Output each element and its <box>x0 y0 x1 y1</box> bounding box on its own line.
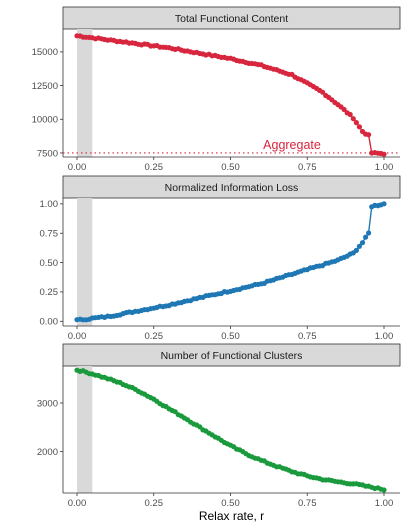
data-point <box>381 151 387 157</box>
x-tick-label: 0.50 <box>221 331 240 342</box>
x-tick-label: 1.00 <box>375 162 394 173</box>
series-line-total-functional-content <box>76 35 385 155</box>
data-point <box>381 487 387 493</box>
x-tick-label: 1.00 <box>375 498 394 509</box>
y-tick-label: 1.00 <box>40 199 59 210</box>
data-point <box>320 89 326 95</box>
x-tick-label: 0.00 <box>68 162 87 173</box>
y-tick-label: 0.25 <box>40 287 59 298</box>
x-tick-label: 0.00 <box>68 331 87 342</box>
data-point <box>350 116 356 122</box>
strip-total-functional-content <box>62 6 401 30</box>
panel-number-of-functional-clusters: Number of Functional Clusters 2000 3000 0.… <box>37 343 401 509</box>
y-tick-label: 12500 <box>32 81 58 92</box>
y-tick-label: 0.75 <box>40 229 59 240</box>
panel-title-total-functional-content: Total Functional Content <box>175 13 288 25</box>
data-point <box>356 243 362 249</box>
data-point <box>353 247 359 253</box>
plot-area-total-functional-content: 7500 10000 12500 15000 0.00 0.25 0.50 0.75 1.00 A… <box>32 29 400 173</box>
x-tick-label: 0.25 <box>145 498 164 509</box>
y-tick-label: 15000 <box>32 47 58 58</box>
x-tick-label: 0.75 <box>298 498 317 509</box>
y-tick-label: 0.00 <box>40 317 59 328</box>
panel-title-normalized-information-loss: Normalized Information Loss <box>165 182 299 194</box>
x-tick-label: 0.75 <box>298 331 317 342</box>
y-tick-label: 0.50 <box>40 258 59 269</box>
y-tick-label: 3000 <box>37 398 58 409</box>
y-tick-label: 7500 <box>37 148 58 159</box>
data-point <box>366 230 372 236</box>
highlight-band <box>77 29 93 157</box>
strip-normalized-information-loss <box>62 175 401 199</box>
strip-number-of-functional-clusters <box>62 343 401 367</box>
plot-area-number-of-functional-clusters: 2000 3000 0.00 0.25 0.50 0.75 1.00 <box>37 366 400 509</box>
data-point <box>356 124 362 130</box>
highlight-band <box>77 198 93 326</box>
highlight-band <box>77 366 93 493</box>
data-point <box>363 234 369 240</box>
data-point <box>353 120 359 126</box>
data-point <box>347 111 353 118</box>
x-tick-label: 0.50 <box>221 162 240 173</box>
x-tick-label: 0.25 <box>145 162 164 173</box>
data-point <box>341 106 347 113</box>
series-line-number-of-functional-clusters <box>76 369 385 491</box>
data-point <box>366 132 372 138</box>
x-tick-label: 0.75 <box>298 162 317 173</box>
plot-area-normalized-information-loss: 0.00 0.25 0.50 0.75 1.00 0.00 0.25 0.50 0.75 1.00 <box>40 198 400 342</box>
panel-total-functional-content: Total Functional Content 7500 10000 12500 1… <box>32 6 401 173</box>
y-tick-label: 2000 <box>37 447 58 458</box>
x-tick-label: 0.25 <box>145 331 164 342</box>
data-point <box>381 201 387 207</box>
y-tick-label: 10000 <box>32 115 58 126</box>
panel-title-number-of-functional-clusters: Number of Functional Clusters <box>161 350 303 362</box>
reference-line-label: Aggregate <box>263 138 321 152</box>
panel-normalized-information-loss: Normalized Information Loss 0.00 0.25 0.50… <box>40 175 401 342</box>
x-tick-label: 0.50 <box>221 498 240 509</box>
x-tick-label: 1.00 <box>375 331 394 342</box>
x-tick-label: 0.00 <box>68 498 87 509</box>
data-point <box>359 240 366 246</box>
x-axis-title: Relax rate, r <box>199 509 264 523</box>
